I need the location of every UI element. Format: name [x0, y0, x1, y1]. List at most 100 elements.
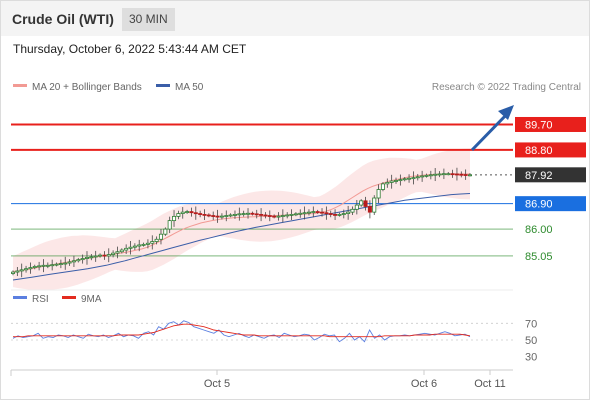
candle-body [224, 215, 229, 217]
ma50-legend-label: MA 50 [175, 82, 204, 93]
candle-body [441, 173, 446, 176]
level-label-85.05: 85.05 [525, 251, 553, 263]
candle-body [428, 174, 433, 177]
candle-body [232, 213, 237, 216]
candle-body [376, 189, 381, 199]
candle-body [132, 245, 137, 248]
candle-body [189, 211, 194, 214]
candle-body [285, 214, 290, 217]
rsi-tick-70: 70 [525, 318, 537, 330]
candle-body [37, 265, 42, 268]
candle-body [302, 212, 307, 215]
candle-body [346, 211, 351, 214]
level-label-86.00: 86.00 [525, 224, 553, 236]
candle-body [254, 213, 259, 216]
ma50-line [12, 193, 471, 281]
candle-body [111, 252, 116, 255]
candle-body [84, 256, 89, 259]
bollinger-band [13, 148, 470, 290]
rsi-ma-line [13, 323, 471, 338]
level-label-86.90: 86.90 [525, 199, 553, 211]
candle-body [71, 260, 76, 263]
candle-body [154, 238, 159, 242]
candle-body [454, 173, 459, 176]
candle-body [450, 173, 455, 176]
candle-body [54, 263, 59, 266]
timestamp: Thursday, October 6, 2022 5:43:44 AM CET [13, 42, 247, 56]
candle-body [141, 243, 146, 246]
candle-body [298, 212, 303, 215]
rsi-line [12, 320, 471, 343]
interval-button[interactable]: 30 MIN [122, 8, 175, 31]
candle-body [15, 270, 20, 273]
candle-body [76, 259, 81, 262]
candle-body [367, 206, 372, 213]
candle-body [446, 173, 451, 176]
candle-body [289, 213, 294, 216]
candle-body [128, 246, 133, 249]
candle-body [172, 215, 177, 222]
candle-body [137, 244, 142, 247]
candle-body [19, 269, 24, 272]
candle-body [158, 233, 163, 240]
rsi-legend-swatch [13, 296, 27, 299]
candle-body [24, 268, 29, 271]
candle-body [341, 213, 346, 215]
candle-body [433, 173, 438, 176]
candle-body [407, 177, 412, 180]
candle-body [211, 215, 216, 217]
candle-body [437, 173, 442, 176]
level-box-86.90 [515, 196, 586, 212]
candle-body [259, 213, 264, 216]
candle-body [372, 197, 377, 213]
x-tick-label: Oct 5 [204, 378, 230, 390]
candle-body [241, 213, 246, 215]
ma20-legend-swatch [13, 84, 27, 87]
level-label-87.92: 87.92 [525, 170, 553, 182]
candle-body [394, 180, 399, 182]
candle-body [263, 214, 268, 217]
candle-body [272, 215, 277, 218]
candle-body [315, 211, 320, 213]
candle-body [411, 177, 416, 180]
rsi-ma-legend-label: 9MA [81, 294, 102, 305]
header-bar: Crude Oil (WTI) 30 MIN [1, 1, 589, 36]
candle-body [320, 211, 325, 214]
candle-body [354, 204, 359, 210]
candle-body [359, 200, 364, 206]
candle-body [67, 261, 72, 264]
candle-body [50, 264, 55, 267]
candle-body [467, 174, 472, 177]
candle-body [402, 178, 407, 181]
level-label-88.80: 88.80 [525, 145, 553, 157]
candle-body [380, 183, 385, 190]
ma50-legend-swatch [156, 84, 170, 87]
candle-body [219, 215, 224, 218]
candle-body [415, 176, 420, 179]
candle-body [167, 220, 172, 230]
ma20-legend-label: MA 20 + Bollinger Bands [32, 82, 142, 93]
instrument-title: Crude Oil (WTI) [12, 11, 114, 27]
candle-body [237, 213, 242, 216]
candle-body [145, 242, 150, 245]
projection-arrow-shaft [470, 111, 510, 152]
projection-arrow [470, 105, 514, 152]
rsi-tick-50: 50 [525, 335, 537, 347]
candle-body [28, 267, 33, 270]
candle-body [106, 254, 111, 257]
candle-body [333, 213, 338, 216]
level-box-88.80 [515, 142, 586, 158]
x-tick-label: Oct 11 [474, 378, 506, 390]
rsi-legend-label: RSI [32, 294, 49, 305]
level-label-89.70: 89.70 [525, 119, 553, 131]
candle-body [267, 215, 272, 217]
rsi-tick-30: 30 [525, 352, 537, 364]
candle-body [98, 254, 103, 257]
candle-body [185, 211, 190, 213]
credit-label: Research © 2022 Trading Central [432, 82, 581, 93]
candle-body [424, 174, 429, 177]
candle-body [280, 215, 285, 217]
candle-body [89, 256, 94, 259]
candle-body [115, 251, 120, 254]
candle-body [311, 211, 316, 213]
